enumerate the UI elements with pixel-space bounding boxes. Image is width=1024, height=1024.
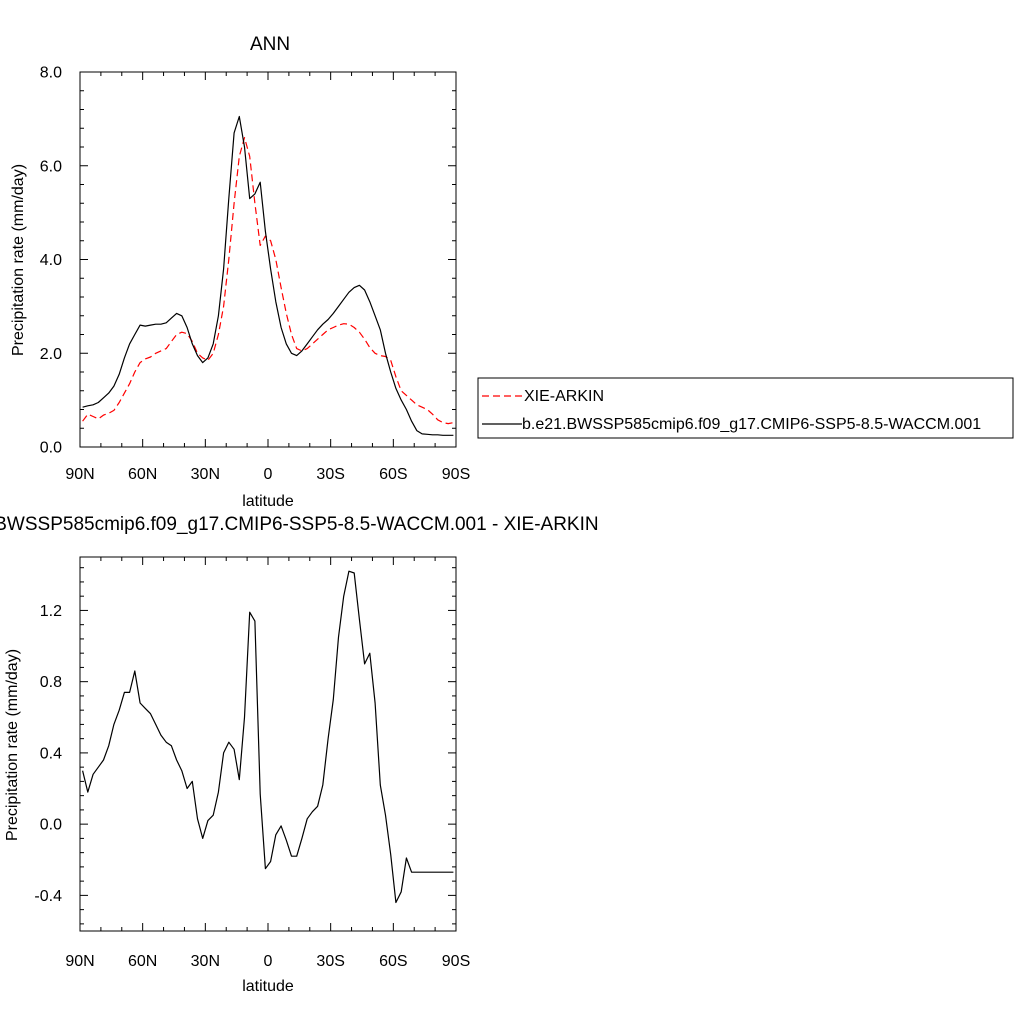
- y-tick-label: 6.0: [40, 158, 62, 175]
- panel-top-ylabel: Precipitation rate (mm/day): [10, 164, 27, 356]
- y-tick-label: 2.0: [40, 346, 62, 363]
- panel-top-xlabel: latitude: [242, 493, 294, 510]
- x-tick-label: 0: [264, 466, 273, 483]
- x-tick-label: 30S: [316, 953, 344, 970]
- panel-bottom-lines: [82, 570, 454, 904]
- panel-top-frame: [79, 71, 457, 448]
- y-tick-label: 1.2: [40, 603, 62, 620]
- x-tick-label: 90S: [442, 466, 470, 483]
- legend: XIE-ARKIN b.e21.BWSSP585cmip6.f09_g17.CM…: [477, 377, 1014, 439]
- x-tick-label: 30N: [191, 466, 220, 483]
- legend-box: [477, 377, 1014, 439]
- series-line-1: [82, 115, 454, 436]
- x-tick-label: 60N: [128, 953, 157, 970]
- x-tick-label: 60N: [128, 466, 157, 483]
- x-tick-label: 60S: [379, 953, 407, 970]
- panel-bottom-frame: [79, 556, 457, 932]
- y-tick-label: 8.0: [40, 65, 62, 82]
- y-tick-label: 0.4: [40, 745, 62, 762]
- series-line-0: [82, 137, 454, 425]
- panel-top-ticks: 90N 60N 30N 0 30S 60S 90S 0.0 2.0 4.0 6.0 8.0: [40, 65, 470, 484]
- x-tick-label: 90N: [65, 953, 94, 970]
- y-tick-label: -0.4: [34, 888, 62, 905]
- panel-bottom-title: b.e21.BWSSP585cmip6.f09_g17.CMIP6-SSP5-8…: [0, 514, 599, 535]
- x-tick-label: 90S: [442, 953, 470, 970]
- legend-label-model: b.e21.BWSSP585cmip6.f09_g17.CMIP6-SSP5-8…: [522, 416, 981, 433]
- legend-label-xie-arkin: XIE-ARKIN: [524, 388, 604, 405]
- panel-bottom: b.e21.BWSSP585cmip6.f09_g17.CMIP6-SSP5-8…: [0, 514, 599, 995]
- panel-top-lines: [82, 115, 454, 436]
- y-tick-label: 0.8: [40, 674, 62, 691]
- panel-bottom-ylabel: Precipitation rate (mm/day): [4, 649, 21, 841]
- panel-bottom-ticks: 90N 60N 30N 0 30S 60S 90S -0.4 0.0 0.4 0.8 1.2: [34, 557, 470, 970]
- x-tick-label: 60S: [379, 466, 407, 483]
- panel-bottom-xlabel: latitude: [242, 978, 294, 995]
- y-tick-label: 0.0: [40, 440, 62, 457]
- panel-top-title: ANN: [250, 34, 290, 55]
- x-tick-label: 30N: [191, 953, 220, 970]
- series-line-0: [82, 570, 454, 904]
- x-tick-label: 0: [264, 953, 273, 970]
- x-tick-label: 30S: [316, 466, 344, 483]
- panel-top: ANN Precipitation rate (mm/day) latitude…: [10, 34, 1014, 510]
- y-tick-label: 0.0: [40, 817, 62, 834]
- y-tick-label: 4.0: [40, 252, 62, 269]
- x-tick-label: 90N: [65, 466, 94, 483]
